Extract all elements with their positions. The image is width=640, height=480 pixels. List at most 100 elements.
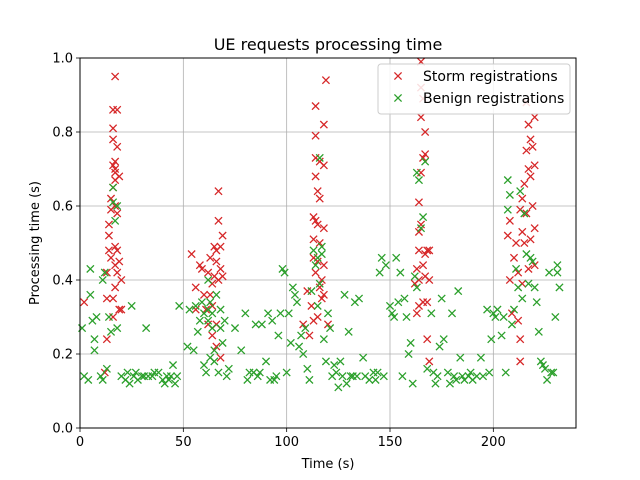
storm-point bbox=[106, 253, 116, 262]
benign-point bbox=[452, 375, 461, 384]
plot-frame bbox=[79, 57, 577, 429]
storm-point bbox=[115, 172, 124, 181]
benign-point bbox=[270, 375, 279, 384]
benign-point bbox=[483, 305, 492, 314]
benign-point bbox=[377, 253, 386, 262]
storm-point bbox=[311, 131, 320, 140]
benign-point bbox=[84, 375, 93, 384]
benign-point bbox=[125, 379, 134, 388]
storm-point bbox=[111, 164, 120, 174]
storm-point bbox=[425, 357, 434, 366]
benign-point bbox=[503, 176, 512, 185]
storm-point bbox=[216, 264, 225, 273]
benign-point bbox=[396, 268, 405, 277]
benign-point bbox=[102, 364, 111, 373]
storm-point bbox=[425, 246, 434, 255]
benign-point bbox=[195, 316, 204, 325]
storm-point bbox=[319, 161, 328, 170]
benign-point bbox=[268, 316, 277, 325]
benign-point bbox=[445, 379, 454, 388]
storm-point bbox=[528, 201, 537, 211]
storm-point bbox=[319, 261, 328, 270]
benign-point bbox=[532, 298, 541, 307]
storm-point bbox=[321, 76, 330, 85]
x-axis-ticks: 0 50 100 150 200 bbox=[76, 428, 506, 450]
benign-point bbox=[123, 368, 132, 377]
benign-point bbox=[334, 383, 343, 392]
storm-point bbox=[319, 224, 328, 233]
storm-point bbox=[530, 161, 539, 170]
benign-point bbox=[538, 361, 547, 370]
benign-point bbox=[326, 324, 335, 333]
storm-point bbox=[522, 146, 531, 155]
benign-point bbox=[553, 261, 562, 270]
benign-point bbox=[168, 361, 178, 370]
benign-point bbox=[317, 242, 326, 251]
benign-point bbox=[512, 264, 521, 273]
benign-point bbox=[315, 279, 324, 288]
chart-title: UE requests processing time bbox=[214, 35, 443, 54]
benign-point bbox=[222, 372, 231, 381]
storm-point bbox=[323, 320, 333, 329]
storm-point bbox=[106, 194, 116, 203]
benign-point bbox=[346, 372, 355, 381]
benign-point bbox=[524, 279, 533, 288]
storm-point bbox=[218, 272, 227, 281]
benign-point bbox=[272, 372, 281, 381]
benign-point bbox=[166, 372, 175, 381]
benign-point bbox=[299, 349, 308, 359]
benign-point bbox=[214, 368, 223, 377]
benign-point bbox=[342, 379, 351, 388]
benign-point bbox=[555, 283, 564, 292]
benign-point bbox=[390, 312, 399, 322]
storm-point bbox=[311, 268, 320, 277]
y-tick-label: 0.8 bbox=[52, 126, 73, 141]
storm-point bbox=[315, 238, 324, 248]
benign-point bbox=[309, 246, 318, 255]
benign-point bbox=[520, 209, 529, 218]
benign-point bbox=[171, 379, 180, 388]
benign-point bbox=[264, 309, 273, 318]
benign-point bbox=[148, 372, 157, 381]
benign-point bbox=[534, 327, 543, 336]
benign-point bbox=[202, 368, 211, 377]
y-tick-label: 0.0 bbox=[52, 422, 73, 437]
storm-point bbox=[514, 316, 523, 325]
benign-point bbox=[408, 379, 417, 388]
storm-point bbox=[109, 135, 118, 144]
storm-point bbox=[117, 305, 126, 314]
storm-point bbox=[80, 298, 89, 307]
benign-point bbox=[218, 338, 227, 347]
benign-point bbox=[414, 176, 423, 185]
benign-point bbox=[338, 372, 347, 381]
benign-point bbox=[243, 375, 252, 384]
storm-point bbox=[520, 179, 529, 188]
benign-point bbox=[199, 361, 209, 370]
legend-marker-storm bbox=[393, 71, 403, 81]
storm-point bbox=[319, 290, 328, 299]
benign-point bbox=[208, 309, 217, 318]
storm-point bbox=[299, 320, 308, 329]
storm-point bbox=[524, 120, 533, 129]
storm-point bbox=[113, 268, 122, 277]
benign-point bbox=[183, 342, 192, 351]
storm-point bbox=[423, 335, 432, 344]
benign-point bbox=[251, 320, 260, 329]
benign-point bbox=[98, 275, 107, 285]
benign-point bbox=[313, 301, 322, 310]
benign-point bbox=[371, 375, 380, 384]
x-tick-label: 100 bbox=[274, 435, 299, 450]
benign-point bbox=[290, 290, 299, 299]
benign-point bbox=[410, 272, 419, 281]
storm-point bbox=[317, 275, 326, 285]
storm-point bbox=[522, 209, 531, 218]
benign-point bbox=[437, 294, 446, 303]
benign-point bbox=[499, 312, 508, 322]
storm-point bbox=[412, 264, 421, 273]
storm-point bbox=[113, 209, 122, 218]
storm-point bbox=[516, 335, 525, 344]
storm-point bbox=[313, 312, 322, 322]
benign-point bbox=[528, 257, 537, 266]
benign-point bbox=[505, 190, 514, 199]
y-axis-label: Processing time (s) bbox=[28, 181, 43, 305]
